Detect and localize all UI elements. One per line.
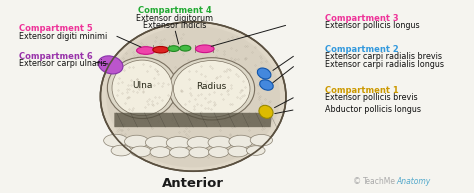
Text: Extensor digitorum: Extensor digitorum <box>136 14 213 23</box>
Ellipse shape <box>257 68 271 79</box>
Ellipse shape <box>166 136 191 149</box>
Text: ©: © <box>353 177 362 186</box>
Ellipse shape <box>246 146 265 155</box>
Text: Extensor pollicis longus: Extensor pollicis longus <box>325 21 420 30</box>
Circle shape <box>195 45 214 53</box>
Text: Extensor indicis: Extensor indicis <box>143 21 206 30</box>
Ellipse shape <box>150 147 171 157</box>
Ellipse shape <box>98 56 123 74</box>
Ellipse shape <box>209 147 229 157</box>
Polygon shape <box>114 113 272 127</box>
Ellipse shape <box>189 147 210 158</box>
Ellipse shape <box>111 145 131 156</box>
Text: Abductor pollicis longus: Abductor pollicis longus <box>325 105 421 114</box>
Circle shape <box>137 47 155 54</box>
Text: Anterior: Anterior <box>162 177 224 190</box>
Text: Compartment 6: Compartment 6 <box>19 52 93 61</box>
Ellipse shape <box>168 46 179 52</box>
Ellipse shape <box>228 146 248 157</box>
Text: Extensor carpi ulnaris: Extensor carpi ulnaris <box>19 59 107 68</box>
Circle shape <box>153 47 169 53</box>
Text: Compartment 2: Compartment 2 <box>325 45 399 54</box>
Ellipse shape <box>130 146 151 157</box>
Ellipse shape <box>106 26 280 167</box>
Ellipse shape <box>173 61 250 117</box>
Ellipse shape <box>208 136 232 149</box>
Ellipse shape <box>187 136 211 149</box>
Ellipse shape <box>146 136 170 149</box>
Ellipse shape <box>259 105 273 118</box>
Text: TeachMe: TeachMe <box>363 177 395 186</box>
Text: Compartment 5: Compartment 5 <box>19 24 93 33</box>
Text: Ulna: Ulna <box>132 81 152 91</box>
Text: Extensor pollicis brevis: Extensor pollicis brevis <box>325 93 418 102</box>
Ellipse shape <box>180 45 191 51</box>
Ellipse shape <box>108 57 177 119</box>
Ellipse shape <box>125 135 149 148</box>
Text: Compartment 4: Compartment 4 <box>138 6 211 15</box>
Ellipse shape <box>104 134 128 147</box>
Text: Extensor carpi radialis longus: Extensor carpi radialis longus <box>325 60 444 69</box>
Ellipse shape <box>229 135 253 148</box>
Ellipse shape <box>112 60 173 116</box>
Text: Compartment 3: Compartment 3 <box>325 14 399 23</box>
Ellipse shape <box>100 22 286 171</box>
Ellipse shape <box>170 147 190 158</box>
Text: Extensor digiti minimi: Extensor digiti minimi <box>19 32 108 41</box>
Text: Extensor carpi radialis brevis: Extensor carpi radialis brevis <box>325 52 442 61</box>
Text: Anatomy: Anatomy <box>396 177 430 186</box>
Text: Compartment 1: Compartment 1 <box>325 86 399 95</box>
Text: Radius: Radius <box>197 82 227 91</box>
Ellipse shape <box>250 135 273 146</box>
Ellipse shape <box>169 58 255 120</box>
Ellipse shape <box>260 80 273 90</box>
